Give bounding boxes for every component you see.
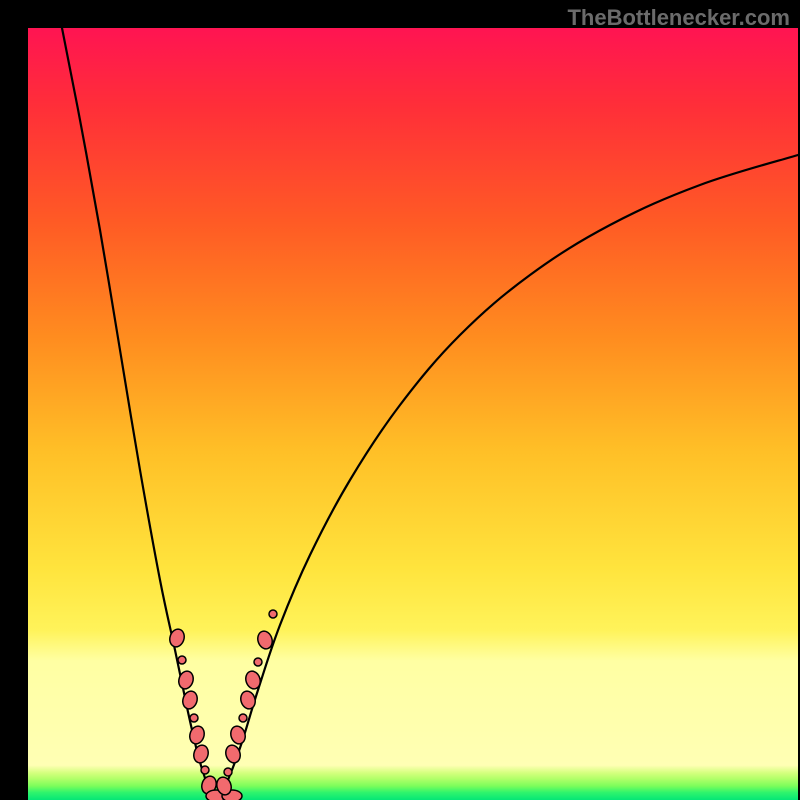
chart-svg (0, 0, 800, 800)
marker-left-4 (190, 714, 198, 722)
marker-right-4 (239, 714, 247, 722)
marker-right-1 (224, 768, 232, 776)
source-watermark: TheBottlenecker.com (567, 5, 790, 31)
marker-right-9 (269, 610, 277, 618)
marker-left-7 (201, 766, 209, 774)
plot-gradient-area (28, 28, 798, 800)
marker-right-7 (254, 658, 262, 666)
chart-container: TheBottlenecker.com (0, 0, 800, 800)
marker-left-1 (178, 656, 186, 664)
